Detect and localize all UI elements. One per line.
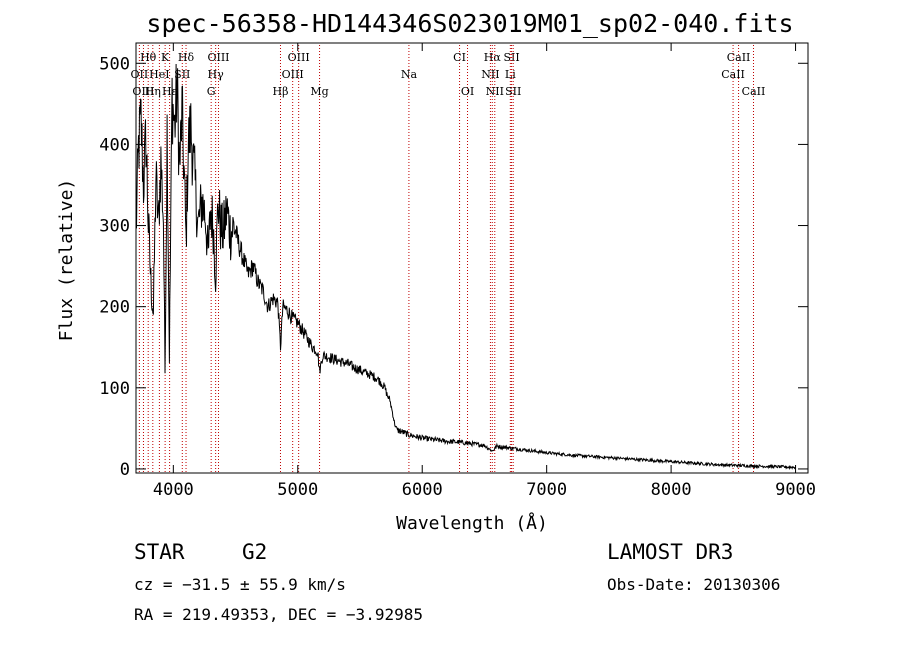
x-tick-label-1: 5000 bbox=[277, 480, 318, 500]
spectral-line-label-16: Li bbox=[505, 68, 516, 81]
spectral-line-label-26: SII bbox=[505, 85, 521, 98]
object-class: STAR bbox=[134, 540, 185, 564]
spectral-line-label-24: OI bbox=[461, 85, 474, 98]
spectral-line-label-12: Hγ bbox=[208, 68, 225, 81]
spectral-line-label-21: G bbox=[207, 85, 216, 98]
y-tick-label-2: 200 bbox=[99, 298, 130, 318]
y-tick-label-5: 500 bbox=[99, 54, 130, 74]
spectral-line-label-11: SII bbox=[174, 68, 190, 81]
spectral-line-label-4: OIII bbox=[288, 51, 310, 64]
coordinates: RA = 219.49353, DEC = −3.92985 bbox=[134, 605, 423, 624]
x-tick-label-2: 6000 bbox=[402, 480, 443, 500]
observation-date: Obs-Date: 20130306 bbox=[607, 575, 780, 594]
spectral-line-label-9: OII bbox=[131, 68, 149, 81]
spectral-line-label-23: Mg bbox=[310, 85, 328, 98]
spectral-line-label-10: HeI bbox=[149, 68, 169, 81]
spectral-line-label-27: CaII bbox=[742, 85, 766, 98]
spectral-line-label-17: CaII bbox=[721, 68, 745, 81]
chart-title: spec-56358-HD144346S023019M01_sp02-040.f… bbox=[146, 9, 793, 38]
spectral-line-label-6: Hα bbox=[484, 51, 502, 64]
spectral-line-label-22: Hβ bbox=[273, 85, 289, 98]
plot-frame bbox=[135, 42, 809, 474]
redshift-info: cz = −31.5 ± 55.9 km/s bbox=[134, 575, 346, 594]
x-axis-label: Wavelength (Å) bbox=[396, 512, 548, 534]
spectral-line-label-5: CI bbox=[453, 51, 466, 64]
survey-name: LAMOST DR3 bbox=[607, 540, 733, 564]
y-tick-label-3: 300 bbox=[99, 217, 130, 237]
spectral-line-label-2: Hδ bbox=[178, 51, 195, 64]
spectral-line-label-15: NII bbox=[481, 68, 499, 81]
spectral-line-label-7: SII bbox=[503, 51, 519, 64]
spectral-line-label-3: OIII bbox=[207, 51, 229, 64]
x-tick-label-4: 8000 bbox=[651, 480, 692, 500]
spectral-subclass: G2 bbox=[242, 540, 267, 564]
spectrum-series bbox=[135, 63, 796, 471]
spectral-line-label-0: Hθ bbox=[140, 51, 157, 64]
spectral-line-label-13: OIII bbox=[282, 68, 304, 81]
spectral-line-label-19: Hη bbox=[145, 85, 161, 98]
spectral-line-label-1: K bbox=[161, 51, 170, 64]
spectral-line-label-14: Na bbox=[401, 68, 418, 81]
y-tick-label-4: 400 bbox=[99, 135, 130, 155]
spectral-line-label-8: CaII bbox=[727, 51, 751, 64]
x-tick-label-5: 9000 bbox=[775, 480, 816, 500]
y-tick-label-1: 100 bbox=[99, 379, 130, 399]
y-axis-label: Flux (relative) bbox=[56, 179, 77, 342]
spectral-line-label-25: NII bbox=[486, 85, 504, 98]
x-tick-label-0: 4000 bbox=[153, 480, 194, 500]
axis-ticks: 4000 5000 6000 7000 8000 9000 0 100 200 300 400 500 bbox=[99, 43, 816, 500]
y-tick-label-0: 0 bbox=[120, 460, 130, 480]
spectral-line-label-20: Hε bbox=[162, 85, 178, 98]
x-tick-label-3: 7000 bbox=[526, 480, 567, 500]
flux-line bbox=[135, 63, 796, 471]
spectral-line-label-18: OIII bbox=[132, 85, 154, 98]
